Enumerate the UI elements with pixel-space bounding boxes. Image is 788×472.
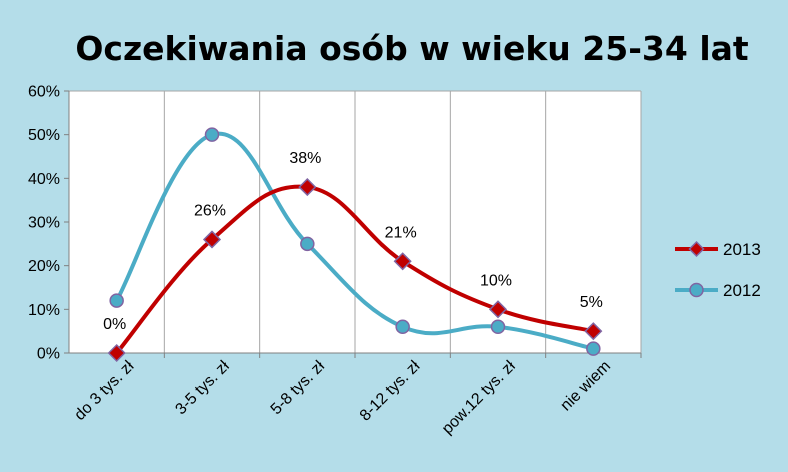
legend-marker-2012: [689, 282, 704, 298]
x-tick-label: 3-5 tys. zł: [172, 357, 233, 418]
point-2013: [202, 230, 222, 249]
point-2012: [204, 127, 220, 142]
y-tick-label: 10%: [28, 302, 60, 319]
y-tick-label: 0%: [37, 346, 60, 363]
series-markers: [107, 127, 603, 363]
point-2012: [300, 236, 315, 252]
point-2013: [107, 343, 126, 363]
x-axis-ticks: do 3 tys. zł 3-5 tys. zł 5-8 tys. zł 8-12 t…: [71, 353, 642, 438]
data-label-2013: 5%: [580, 294, 603, 311]
x-tick-label: 8-12 tys. zł: [357, 357, 424, 424]
point-2012: [395, 319, 410, 335]
x-tick-label: nie wiem: [557, 358, 614, 415]
x-tick-label: pow.12 tys. zł: [439, 357, 519, 437]
y-tick-label: 20%: [28, 258, 60, 275]
point-2012: [490, 319, 506, 335]
data-label-2013: 38%: [289, 150, 321, 167]
point-2012: [109, 293, 124, 308]
legend-label-2013: 2013: [723, 240, 761, 259]
point-2013: [393, 252, 412, 271]
data-label-2013: 0%: [103, 316, 126, 333]
point-2013: [488, 300, 508, 319]
x-tick-label: do 3 tys. zł: [71, 357, 137, 423]
data-labels: 0% 26% 38% 21% 10% 5%: [103, 150, 603, 333]
x-tick-label: 5-8 tys. zł: [268, 357, 329, 418]
point-2012: [586, 341, 601, 356]
legend-marker-2013: [688, 240, 705, 258]
y-axis-ticks: 0% 10% 20% 30% 40% 50% 60%: [28, 84, 69, 363]
data-label-2013: 10%: [480, 272, 512, 289]
y-tick-label: 40%: [28, 171, 60, 188]
point-2013: [298, 178, 317, 197]
chart-title: Oczekiwania osób w wieku 25-34 lat: [75, 29, 749, 68]
y-tick-label: 60%: [28, 84, 60, 101]
legend: 2013 2012: [675, 240, 761, 300]
y-tick-label: 30%: [28, 215, 60, 232]
y-tick-label: 50%: [28, 127, 60, 144]
data-label-2013: 21%: [385, 224, 417, 241]
data-label-2013: 26%: [194, 202, 226, 219]
point-2013: [584, 322, 603, 341]
legend-label-2012: 2012: [723, 281, 761, 300]
